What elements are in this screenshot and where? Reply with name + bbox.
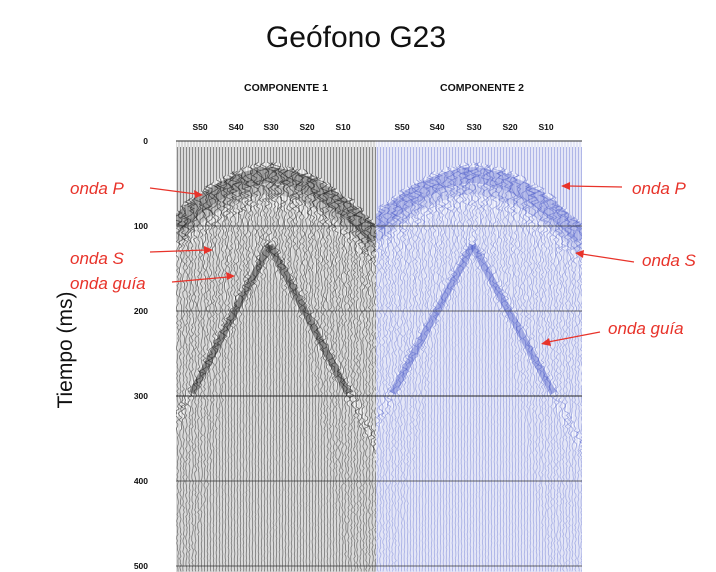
trace-label-s40: S40 [228, 122, 243, 132]
annotation-onda-s-right: onda S [642, 251, 697, 270]
annotation-onda-p-left: onda P [70, 179, 125, 198]
arrowhead [194, 190, 203, 198]
trace-label-s50: S50 [394, 122, 409, 132]
arrow-line [567, 185, 623, 188]
trace-label-s40: S40 [429, 122, 444, 132]
y-tick-400: 400 [134, 476, 148, 486]
left-annotations: onda P onda S onda guía [70, 179, 235, 293]
y-axis: 0 100 200 300 400 500 Tiempo (ms) [54, 136, 148, 571]
panel-1-label: COMPONENTE 1 [244, 82, 328, 94]
arrowhead [226, 272, 235, 280]
trace-label-s10: S10 [335, 122, 350, 132]
y-axis-label: Tiempo (ms) [54, 291, 77, 408]
panel-1-seismogram [176, 141, 376, 572]
panel-1-trace-labels: S50 S40 S30 S20 S10 [192, 122, 350, 132]
right-annotations: onda P onda S onda guía [541, 179, 697, 346]
annotation-onda-s-left: onda S [70, 249, 125, 268]
panel-2-trace-labels: S50 S40 S30 S20 S10 [394, 122, 553, 132]
y-tick-500: 500 [134, 561, 148, 571]
annotation-onda-guia-left: onda guía [70, 274, 146, 293]
panel-2-seismogram [376, 141, 582, 572]
arrow-line [171, 276, 229, 283]
y-tick-200: 200 [134, 306, 148, 316]
trace-label-s50: S50 [192, 122, 207, 132]
y-tick-300: 300 [134, 391, 148, 401]
arrow-line [149, 187, 197, 195]
trace-label-s30: S30 [263, 122, 278, 132]
arrowhead [204, 246, 213, 254]
arrow-line [149, 249, 207, 253]
trace-label-s30: S30 [466, 122, 481, 132]
trace-label-s20: S20 [502, 122, 517, 132]
arrowhead [541, 338, 551, 346]
panel-2-background [376, 140, 582, 572]
figure-title: Geófono G23 [266, 21, 446, 54]
arrowhead [575, 250, 584, 258]
annotation-onda-guia-right: onda guía [608, 319, 684, 338]
y-tick-0: 0 [143, 136, 148, 146]
annotation-onda-p-right: onda P [632, 179, 687, 198]
trace-label-s10: S10 [538, 122, 553, 132]
y-tick-100: 100 [134, 221, 148, 231]
time-gridlines [176, 140, 582, 567]
trace-label-s20: S20 [299, 122, 314, 132]
panel-2-label: COMPONENTE 2 [440, 82, 524, 94]
arrowhead [561, 182, 570, 190]
arrow-line [581, 253, 635, 263]
arrow-line [547, 331, 601, 343]
